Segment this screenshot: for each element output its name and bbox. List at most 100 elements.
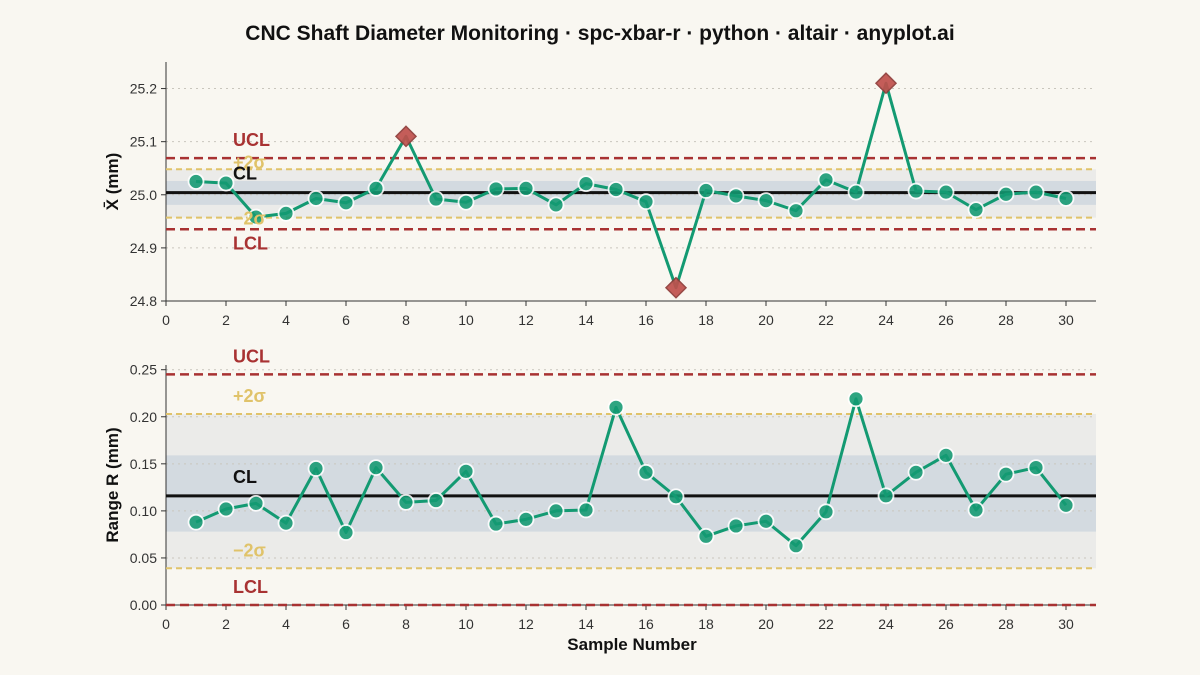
x-tick-label: 18 bbox=[698, 312, 714, 328]
data-point bbox=[877, 487, 895, 505]
x-tick-label: 18 bbox=[698, 616, 714, 632]
data-point bbox=[1027, 459, 1045, 476]
x-tick-label: 28 bbox=[998, 616, 1014, 632]
one-sigma-band bbox=[166, 455, 1096, 532]
x-tick-label: 30 bbox=[1058, 616, 1074, 632]
data-point bbox=[1027, 183, 1045, 201]
ucl-label: UCL bbox=[233, 346, 270, 366]
data-point bbox=[817, 503, 835, 521]
x-tick-label: 4 bbox=[282, 616, 290, 632]
x-tick-label: 8 bbox=[402, 312, 410, 328]
data-point bbox=[457, 193, 475, 211]
x-tick-label: 28 bbox=[998, 312, 1014, 328]
x-tick-label: 26 bbox=[938, 312, 954, 328]
data-point bbox=[247, 208, 265, 226]
chart-title: CNC Shaft Diameter Monitoring · spc-xbar… bbox=[245, 22, 954, 45]
data-point bbox=[427, 190, 445, 208]
data-point bbox=[307, 460, 325, 477]
x-tick-label: 30 bbox=[1058, 312, 1074, 328]
data-point bbox=[757, 192, 775, 210]
x-tick-label: 16 bbox=[638, 616, 654, 632]
data-point bbox=[847, 390, 865, 408]
x-tick-label: 24 bbox=[878, 312, 894, 328]
data-point bbox=[307, 190, 325, 207]
x-tick-label: 4 bbox=[282, 312, 290, 328]
x-tick-label: 14 bbox=[578, 312, 594, 328]
x-tick-label: 0 bbox=[162, 616, 170, 632]
y-tick-label: 0.15 bbox=[130, 456, 157, 472]
data-point bbox=[817, 171, 835, 189]
out-of-control-point bbox=[874, 72, 898, 95]
x-tick-label: 20 bbox=[758, 312, 774, 328]
y-tick-label: 0.05 bbox=[130, 550, 157, 566]
data-point bbox=[337, 524, 355, 541]
data-point bbox=[517, 180, 535, 197]
x-tick-label: 2 bbox=[222, 616, 230, 632]
data-point bbox=[787, 202, 805, 220]
plus2sigma-label: +2σ bbox=[233, 386, 266, 406]
data-point bbox=[577, 175, 595, 193]
x-tick-label: 14 bbox=[578, 616, 594, 632]
data-point bbox=[997, 185, 1015, 203]
x-tick-label: 16 bbox=[638, 312, 654, 328]
data-point bbox=[637, 463, 655, 481]
x-tick-label: 0 bbox=[162, 312, 170, 328]
data-point bbox=[487, 180, 505, 198]
data-point bbox=[937, 446, 955, 464]
data-point bbox=[217, 174, 235, 192]
x-tick-label: 12 bbox=[518, 312, 534, 328]
data-point bbox=[967, 201, 985, 219]
out-of-control-point bbox=[664, 276, 688, 299]
plus2sigma-label: +2σ bbox=[233, 152, 266, 172]
y-tick-label: 0.20 bbox=[130, 409, 157, 425]
data-point bbox=[727, 517, 745, 535]
data-point bbox=[547, 196, 565, 214]
data-point bbox=[667, 488, 685, 506]
data-point bbox=[367, 459, 385, 476]
y-axis-label: X̄ (mm) bbox=[103, 153, 122, 211]
y-tick-label: 24.9 bbox=[130, 240, 157, 256]
ucl-label: UCL bbox=[233, 130, 270, 150]
data-point bbox=[397, 494, 415, 511]
data-point bbox=[907, 463, 925, 481]
out-of-control-point bbox=[394, 125, 418, 148]
data-point bbox=[697, 527, 715, 545]
y-tick-label: 24.8 bbox=[130, 293, 157, 309]
y-axis-label: Range R (mm) bbox=[103, 427, 122, 542]
x-tick-label: 2 bbox=[222, 312, 230, 328]
data-point bbox=[427, 492, 445, 509]
x-tick-label: 22 bbox=[818, 312, 834, 328]
x-axis-label: Sample Number bbox=[567, 635, 697, 654]
y-tick-label: 0.25 bbox=[130, 362, 157, 378]
range-panel: 0.000.050.100.150.200.250 2 4 6 8 10 12 14 16 18 2… bbox=[103, 346, 1096, 632]
y-tick-label: 25.2 bbox=[130, 81, 157, 97]
x-tick-label: 10 bbox=[458, 616, 474, 632]
data-point bbox=[517, 510, 535, 528]
data-point bbox=[997, 465, 1015, 483]
data-point bbox=[847, 183, 865, 201]
x-tick-label: 12 bbox=[518, 616, 534, 632]
data-point bbox=[607, 398, 625, 416]
data-point bbox=[1057, 496, 1075, 514]
lcl-label: LCL bbox=[233, 577, 268, 597]
data-point bbox=[277, 514, 295, 532]
x-tick-label: 6 bbox=[342, 616, 350, 632]
data-point bbox=[277, 204, 295, 222]
data-point bbox=[727, 187, 745, 205]
data-point bbox=[187, 513, 205, 531]
xbar-panel: 24.824.925.025.125.20 2 4 6 8 10 12 14 16 18 20 22 2… bbox=[103, 62, 1096, 328]
data-point bbox=[907, 182, 925, 200]
data-point bbox=[697, 182, 715, 199]
data-point bbox=[757, 512, 775, 530]
data-point bbox=[457, 462, 475, 480]
data-point bbox=[967, 501, 985, 519]
data-point bbox=[547, 502, 565, 520]
x-tick-label: 20 bbox=[758, 616, 774, 632]
cl-label: CL bbox=[233, 164, 257, 184]
x-tick-label: 22 bbox=[818, 616, 834, 632]
data-point bbox=[607, 181, 625, 198]
y-tick-label: 25.1 bbox=[130, 134, 157, 150]
y-tick-label: 25.0 bbox=[130, 187, 157, 203]
data-point bbox=[637, 193, 655, 211]
